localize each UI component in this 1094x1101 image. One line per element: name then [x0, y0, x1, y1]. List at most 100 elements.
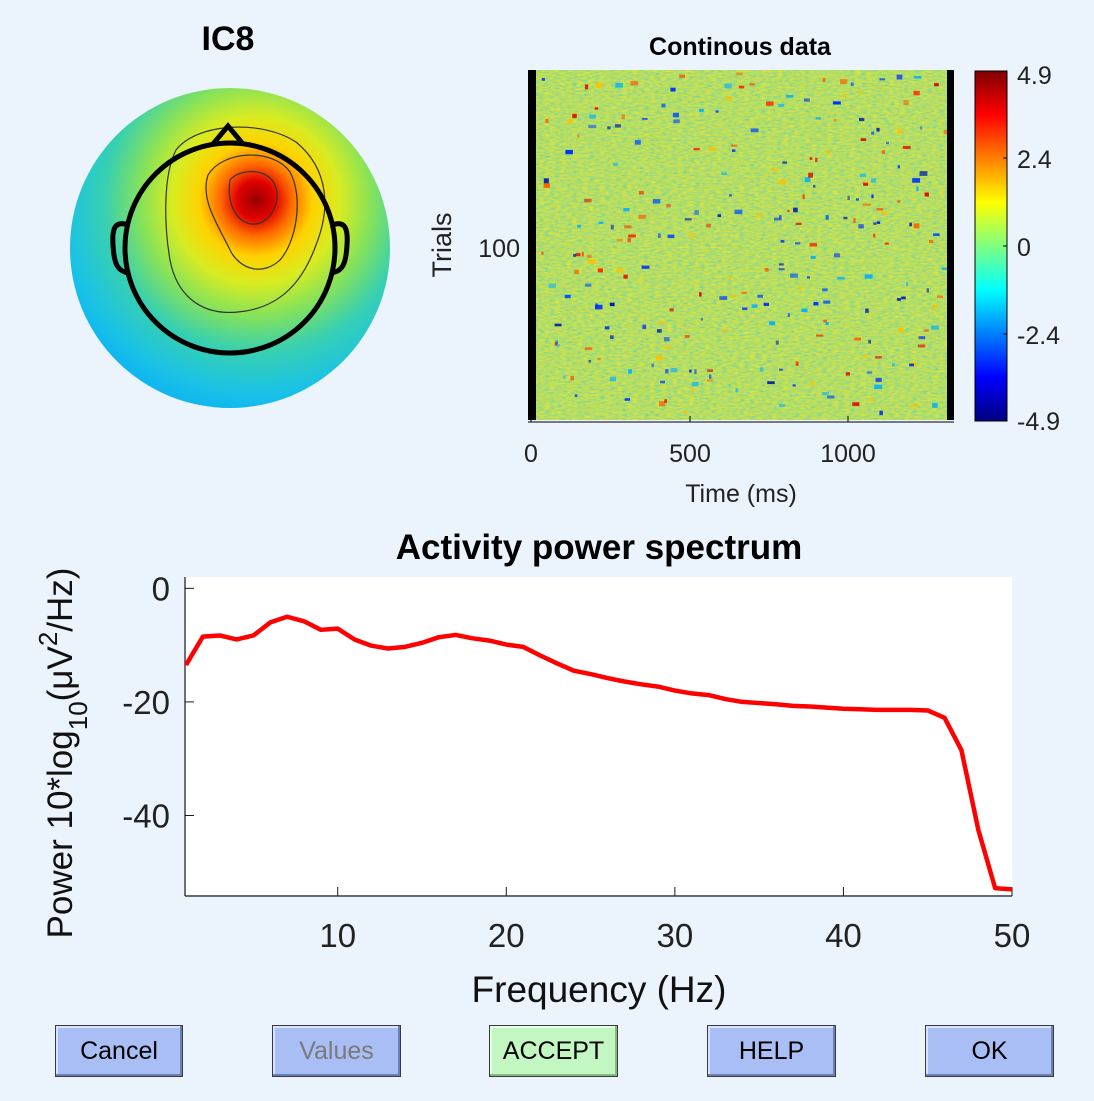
heatmap-speckle: [793, 207, 798, 213]
heatmap-speckle: [806, 276, 810, 279]
heatmap-speckle: [898, 327, 904, 333]
heatmap-speckle: [903, 100, 909, 105]
heatmap-speckle: [764, 268, 769, 272]
cancel-button[interactable]: Cancel: [55, 1025, 183, 1077]
heatmap-speckle: [924, 192, 929, 197]
heatmap-speckle: [804, 177, 811, 183]
scalp-topography-map[interactable]: [68, 80, 398, 415]
heatmap-speckle: [847, 195, 850, 200]
heatmap-speckle: [565, 149, 573, 155]
heatmap-speckle: [751, 304, 758, 308]
heatmap-speckle: [779, 404, 786, 407]
heatmap-speckle: [628, 369, 632, 374]
heatmap-speckle: [941, 267, 949, 270]
heatmap-speckle: [808, 172, 813, 178]
heatmap-speckle: [666, 204, 671, 208]
accept-button[interactable]: ACCEPT: [489, 1025, 618, 1077]
heatmap-speckle: [897, 165, 900, 169]
heatmap-speckle: [873, 222, 877, 225]
heatmap-speckle: [779, 368, 783, 371]
heatmap-noise-high: [528, 70, 954, 420]
heatmap-speckle: [742, 307, 748, 310]
heatmap-speckle: [543, 178, 549, 184]
heatmap-speckle: [665, 369, 669, 374]
heatmap-speckle: [577, 224, 581, 228]
heatmap-speckle: [624, 225, 632, 229]
heatmap-speckle: [871, 397, 875, 402]
heatmap-speckle: [809, 243, 817, 247]
erp-xtick-label: 0: [524, 440, 538, 468]
heatmap-speckle: [548, 283, 556, 288]
heatmap-speckle: [860, 138, 867, 141]
heatmap-speckle: [664, 399, 667, 403]
colorbar-tick-label: -2.4: [1017, 322, 1060, 350]
spectrum-chart[interactable]: 10 20 30 40 50 0 -20 -40 Power 10*log10(μV2/Hz)…: [30, 560, 1070, 1020]
heatmap-speckle: [684, 218, 692, 221]
heatmap-speckle: [920, 126, 923, 130]
heatmap-speckle: [638, 214, 647, 219]
heatmap-speckle: [589, 114, 596, 119]
heatmap-speckle: [926, 288, 929, 293]
colorbar-tick-label: -4.9: [1017, 408, 1060, 436]
heatmap-speckle: [621, 114, 625, 120]
heatmap-speckle: [870, 178, 877, 183]
heatmap-speckle: [573, 253, 577, 257]
heatmap-speckle: [651, 363, 655, 368]
heatmap-speckle: [607, 126, 611, 130]
heatmap-speckle: [879, 78, 886, 81]
heatmap-speckle: [850, 82, 854, 86]
heatmap-speckle: [886, 142, 889, 145]
heatmap-speckle: [570, 375, 574, 381]
heatmap-speckle: [897, 129, 903, 134]
heatmap-speckle: [584, 347, 593, 351]
heatmap-speckle: [672, 112, 679, 118]
heatmap-speckle: [722, 329, 729, 332]
heatmap-speckle: [823, 319, 827, 323]
heatmap-speckle: [609, 302, 615, 307]
heatmap-speckle: [638, 191, 644, 195]
heatmap-speckle: [729, 194, 732, 197]
spectrum-xtick-label: 30: [656, 917, 693, 954]
spectrum-ytick-label: -20: [122, 684, 170, 721]
colorbar-tick-label: 0: [1017, 234, 1031, 262]
heatmap-speckle: [913, 90, 920, 96]
spectrum-title: Activity power spectrum: [395, 528, 803, 567]
heatmap-speckle: [670, 368, 678, 373]
heatmap-speckle: [577, 134, 580, 138]
heatmap-speckle: [660, 380, 665, 384]
heatmap-speckle: [775, 340, 779, 345]
heatmap-speckle: [858, 224, 864, 229]
heatmap-speckle: [923, 329, 929, 332]
heatmap-speckle: [574, 394, 578, 397]
ok-button[interactable]: OK: [925, 1025, 1054, 1077]
heatmap-speckle: [700, 317, 703, 321]
heatmap-speckle: [931, 325, 939, 330]
spectrum-xtick-label: 50: [994, 917, 1031, 954]
heatmap-speckle: [689, 233, 696, 239]
heatmap-speckle: [932, 403, 938, 408]
heatmap-speckle: [864, 274, 873, 279]
heatmap-speckle: [735, 388, 738, 393]
heatmap-speckle: [782, 161, 787, 164]
heatmap-speckle: [876, 221, 881, 224]
heatmap-speckle: [804, 98, 810, 102]
heatmap-speckle: [913, 76, 922, 79]
heatmap-speckle: [842, 93, 847, 98]
colorbar-tick-label: 4.9: [1017, 62, 1052, 90]
erp-image-panel[interactable]: 0 500 1000 Time (ms) 100 Trials 4.9 2.4 …: [400, 60, 1094, 520]
heatmap-speckle: [699, 108, 704, 112]
heatmap-speckle: [906, 282, 909, 287]
erp-ytick-label: 100: [478, 235, 520, 263]
help-button[interactable]: HELP: [707, 1025, 836, 1077]
heatmap-right-edge: [947, 70, 954, 420]
heatmap-speckle: [642, 324, 647, 330]
heatmap-speckle: [823, 300, 831, 304]
heatmap-speckle: [802, 194, 805, 200]
heatmap-speckle: [825, 215, 829, 220]
heatmap-speckle: [588, 259, 596, 264]
heatmap-speckle: [588, 360, 591, 363]
spectrum-ticks: 10 20 30 40 50 0 -20 -40: [122, 570, 1030, 954]
values-button[interactable]: Values: [272, 1025, 401, 1077]
topography-disk: [70, 88, 390, 408]
heatmap-speckle: [868, 340, 871, 344]
